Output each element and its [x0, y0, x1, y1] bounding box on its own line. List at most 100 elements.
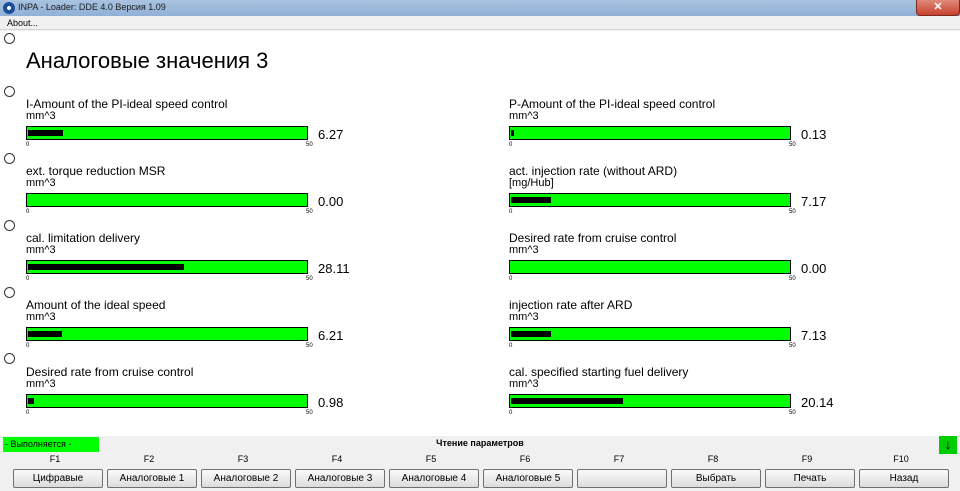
radio-button[interactable]	[4, 86, 15, 97]
gauge-unit: mm^3	[26, 311, 56, 323]
fkey-f4: F4 Аналоговые 3	[291, 454, 385, 491]
main-panel: Аналоговые значения 3 I-Amount of the PI…	[0, 31, 960, 436]
fkey-f1-button[interactable]: Цифравые	[13, 469, 103, 488]
gauge-label: cal. limitation delivery	[26, 231, 141, 245]
gauge-left-4: Amount of the ideal speed mm^3 0 50 6.21	[26, 298, 366, 360]
radio-button[interactable]	[4, 33, 15, 44]
gauge-unit: mm^3	[26, 378, 56, 390]
gauge-bar	[509, 260, 791, 274]
status-running-badge: - Выполняется -	[3, 437, 99, 452]
close-icon: ✕	[933, 1, 943, 13]
gauge-value: 6.21	[318, 328, 344, 343]
gauge-min-label: 0	[26, 410, 30, 416]
gauge-bar	[509, 193, 791, 207]
fkey-f8-button[interactable]: Выбрать	[671, 469, 761, 488]
gauge-max-label: 50	[306, 142, 313, 148]
gauge-right-4: injection rate after ARD mm^3 0 50 7.13	[509, 298, 849, 360]
gauge-label: I-Amount of the PI-ideal speed control	[26, 97, 228, 111]
gauge-right-3: Desired rate from cruise control mm^3 0 50 0…	[509, 231, 849, 293]
fkey-f9-button[interactable]: Печать	[765, 469, 855, 488]
gauge-bar	[26, 193, 308, 207]
gauge-left-5: Desired rate from cruise control mm^3 0 50 0…	[26, 365, 366, 427]
menu-bar: About...	[0, 16, 960, 30]
gauge-left-2: ext. torque reduction MSR mm^3 0 50 0.00	[26, 164, 366, 226]
gauge-left-3: cal. limitation delivery mm^3 0 50 28.11	[26, 231, 366, 293]
gauge-right-1: P-Amount of the PI-ideal speed control mm…	[509, 97, 849, 159]
fkey-f6: F6 Аналоговые 5	[479, 454, 573, 491]
fkey-name: F5	[425, 454, 437, 464]
status-message: Чтение параметров	[436, 438, 524, 448]
gauge-left-1: I-Amount of the PI-ideal speed control mm…	[26, 97, 366, 159]
gauge-value: 0.00	[318, 194, 344, 209]
radio-button[interactable]	[4, 353, 15, 364]
gauge-bar	[26, 260, 308, 274]
fkey-name: F9	[801, 454, 813, 464]
fkey-f2-button[interactable]: Аналоговые 1	[107, 469, 197, 488]
title-bar[interactable]: INPA - Loader: DDE 4.0 Версия 1.09 ✕	[0, 0, 960, 16]
gauge-bar-fill	[28, 264, 184, 270]
gauge-max-label: 50	[306, 276, 313, 282]
fkey-name: F3	[237, 454, 249, 464]
gauge-min-label: 0	[26, 209, 30, 215]
gauge-label: ext. torque reduction MSR	[26, 164, 166, 178]
fkey-f3-button[interactable]: Аналоговые 2	[201, 469, 291, 488]
gauge-max-label: 50	[306, 343, 313, 349]
gauge-right-2: act. injection rate (without ARD) [mg/Hub…	[509, 164, 849, 226]
fkey-f9: F9 Печать	[761, 454, 855, 491]
gauge-label: Desired rate from cruise control	[26, 365, 194, 379]
gauge-value: 0.00	[801, 261, 827, 276]
gauge-min-label: 0	[26, 276, 30, 282]
gauge-unit: mm^3	[509, 311, 539, 323]
gauge-bar	[509, 126, 791, 140]
arrow-down-icon[interactable]: ↓	[939, 436, 957, 454]
fkey-name: F10	[893, 454, 909, 464]
gauge-unit: [mg/Hub]	[509, 177, 554, 189]
fkey-name: F4	[331, 454, 343, 464]
gauge-min-label: 0	[509, 209, 513, 215]
gauge-bar-fill	[28, 398, 34, 404]
gauge-bar-fill	[28, 130, 63, 136]
gauge-min-label: 0	[26, 343, 30, 349]
gauge-label: P-Amount of the PI-ideal speed control	[509, 97, 716, 111]
radio-button[interactable]	[4, 220, 15, 231]
gauge-bar-fill	[511, 130, 514, 136]
function-key-bar: F1 Цифравые F2 Аналоговые 1 F3 Аналоговые 2 F4…	[0, 454, 960, 491]
fkey-name: F7	[613, 454, 625, 464]
gauge-value: 20.14	[801, 395, 834, 410]
fkey-f2: F2 Аналоговые 1	[103, 454, 197, 491]
fkey-f8: F8 Выбрать	[667, 454, 761, 491]
gauge-min-label: 0	[509, 142, 513, 148]
fkey-f1: F1 Цифравые	[9, 454, 103, 491]
fkey-f6-button[interactable]: Аналоговые 5	[483, 469, 573, 488]
fkey-f7-button[interactable]	[577, 469, 667, 488]
gauge-unit: mm^3	[509, 378, 539, 390]
fkey-f10: F10 Назад	[855, 454, 949, 491]
gauge-bar-fill	[28, 331, 62, 337]
gauge-label: cal. specified starting fuel delivery	[509, 365, 689, 379]
gauge-bar-fill	[511, 331, 551, 337]
radio-button[interactable]	[4, 153, 15, 164]
fkey-name: F1	[49, 454, 61, 464]
close-button[interactable]: ✕	[916, 0, 960, 16]
gauge-min-label: 0	[26, 142, 30, 148]
gauge-max-label: 50	[789, 410, 796, 416]
gauge-label: act. injection rate (without ARD)	[509, 164, 678, 178]
gauge-label: injection rate after ARD	[509, 298, 633, 312]
gauge-bar	[26, 394, 308, 408]
fkey-f10-button[interactable]: Назад	[859, 469, 949, 488]
fkey-f4-button[interactable]: Аналоговые 3	[295, 469, 385, 488]
gauge-max-label: 50	[789, 276, 796, 282]
fkey-f5-button[interactable]: Аналоговые 4	[389, 469, 479, 488]
gauge-max-label: 50	[789, 343, 796, 349]
gauge-max-label: 50	[789, 142, 796, 148]
page-title: Аналоговые значения 3	[26, 48, 269, 73]
gauge-label: Amount of the ideal speed	[26, 298, 166, 312]
gauge-bar-fill	[511, 398, 623, 404]
radio-button[interactable]	[4, 287, 15, 298]
gauge-unit: mm^3	[26, 110, 56, 122]
menu-item-about[interactable]: About...	[7, 18, 39, 28]
fkey-f3: F3 Аналоговые 2	[197, 454, 291, 491]
fkey-f5: F5 Аналоговые 4	[385, 454, 479, 491]
status-bar: - Выполняется - Чтение параметров ↓	[0, 436, 960, 454]
fkey-f7: F7	[573, 454, 667, 491]
